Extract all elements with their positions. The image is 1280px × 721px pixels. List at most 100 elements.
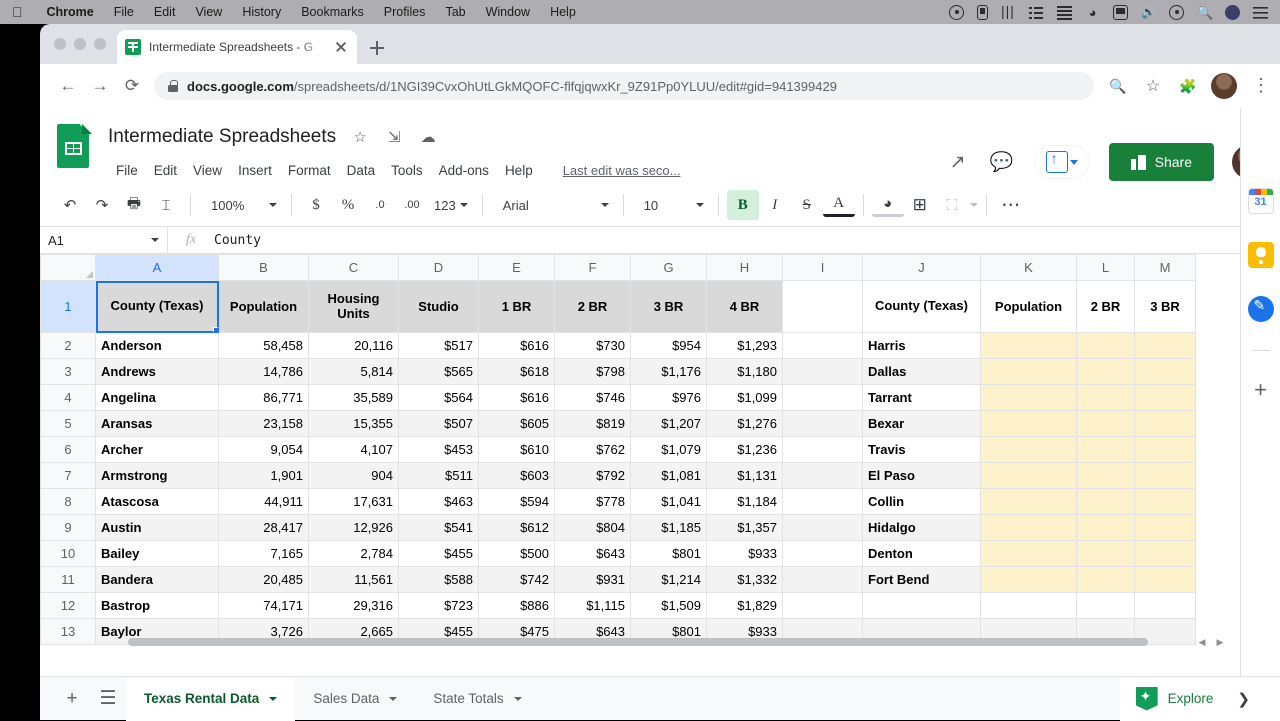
chevron-down-icon[interactable] <box>514 697 522 701</box>
cell-A8[interactable]: Atascosa <box>96 489 219 515</box>
cell-A9[interactable]: Austin <box>96 515 219 541</box>
cell-I8[interactable] <box>783 489 863 515</box>
cell-J5[interactable]: Bexar <box>863 411 981 437</box>
cell-F11[interactable]: $931 <box>555 567 631 593</box>
cell-G12[interactable]: $1,509 <box>631 593 707 619</box>
google-keep-icon[interactable] <box>1248 242 1274 268</box>
cell-H2[interactable]: $1,293 <box>707 333 783 359</box>
sheet-tab-state-totals[interactable]: State Totals <box>415 677 539 721</box>
cell-M9[interactable] <box>1135 515 1196 541</box>
cell-C8[interactable]: 17,631 <box>309 489 399 515</box>
chrome-profile-avatar[interactable] <box>1211 73 1237 99</box>
cell-J4[interactable]: Tarrant <box>863 385 981 411</box>
merge-cells-button[interactable]: ⛶ <box>936 190 968 220</box>
more-options-button[interactable]: ⋯ <box>995 190 1027 220</box>
cell-K1[interactable]: Population <box>981 281 1077 333</box>
cell-K5[interactable] <box>981 411 1077 437</box>
record-circle-icon[interactable] <box>949 5 964 20</box>
cell-M1[interactable]: 3 BR <box>1135 281 1196 333</box>
cell-F10[interactable]: $643 <box>555 541 631 567</box>
cell-H6[interactable]: $1,236 <box>707 437 783 463</box>
cell-M6[interactable] <box>1135 437 1196 463</box>
cell-K3[interactable] <box>981 359 1077 385</box>
cell-E7[interactable]: $603 <box>479 463 555 489</box>
cell-B11[interactable]: 20,485 <box>219 567 309 593</box>
cell-K10[interactable] <box>981 541 1077 567</box>
bookmark-star-icon[interactable]: ☆ <box>1137 70 1169 102</box>
spreadsheet-grid[interactable]: A B C D E F G H I J K L M 1 County (Texa… <box>40 254 1280 652</box>
sheets-menu-insert[interactable]: Insert <box>230 160 280 181</box>
row-header-5[interactable]: 5 <box>41 411 96 437</box>
cell-D3[interactable]: $565 <box>399 359 479 385</box>
cell-K8[interactable] <box>981 489 1077 515</box>
cell-G6[interactable]: $1,079 <box>631 437 707 463</box>
cell-E5[interactable]: $605 <box>479 411 555 437</box>
cell-F5[interactable]: $819 <box>555 411 631 437</box>
bold-button[interactable]: B <box>727 190 759 220</box>
cell-D7[interactable]: $511 <box>399 463 479 489</box>
publish-upload-button[interactable] <box>1033 144 1091 180</box>
cell-M7[interactable] <box>1135 463 1196 489</box>
decrease-decimal-button[interactable]: .0 <box>364 190 396 220</box>
cloud-saved-icon[interactable]: ☁ <box>418 127 438 147</box>
chevron-down-icon[interactable] <box>970 203 978 207</box>
cell-G10[interactable]: $801 <box>631 541 707 567</box>
back-icon[interactable]: ← <box>52 70 84 102</box>
forward-icon[interactable]: → <box>84 70 116 102</box>
cell-E12[interactable]: $886 <box>479 593 555 619</box>
add-addon-icon[interactable]: + <box>1254 379 1267 401</box>
cell-M4[interactable] <box>1135 385 1196 411</box>
trending-chart-icon[interactable]: ↗ <box>945 149 971 175</box>
cell-F8[interactable]: $778 <box>555 489 631 515</box>
sheets-menu-addons[interactable]: Add-ons <box>431 160 497 181</box>
cell-E8[interactable]: $594 <box>479 489 555 515</box>
cell-H3[interactable]: $1,180 <box>707 359 783 385</box>
cell-G9[interactable]: $1,185 <box>631 515 707 541</box>
comment-icon[interactable]: 💬 <box>989 149 1015 175</box>
cell-G8[interactable]: $1,041 <box>631 489 707 515</box>
cell-A6[interactable]: Archer <box>96 437 219 463</box>
cell-L2[interactable] <box>1077 333 1135 359</box>
cell-C1[interactable]: Housing Units <box>309 281 399 333</box>
row-header-6[interactable]: 6 <box>41 437 96 463</box>
cell-E4[interactable]: $616 <box>479 385 555 411</box>
wifi-icon[interactable]: ◕ <box>1085 5 1100 20</box>
cell-E3[interactable]: $618 <box>479 359 555 385</box>
cell-H9[interactable]: $1,357 <box>707 515 783 541</box>
cell-A5[interactable]: Aransas <box>96 411 219 437</box>
scroll-right-arrow-icon[interactable]: ▶ <box>1212 634 1228 650</box>
cell-B8[interactable]: 44,911 <box>219 489 309 515</box>
cell-E10[interactable]: $500 <box>479 541 555 567</box>
cell-I9[interactable] <box>783 515 863 541</box>
paint-format-icon[interactable]: ⌶ <box>150 190 182 220</box>
cell-A2[interactable]: Anderson <box>96 333 219 359</box>
cell-C12[interactable]: 29,316 <box>309 593 399 619</box>
page-title[interactable]: Intermediate Spreadsheets <box>108 126 336 148</box>
sheets-menu-view[interactable]: View <box>185 160 230 181</box>
cell-J10[interactable]: Denton <box>863 541 981 567</box>
cell-F9[interactable]: $804 <box>555 515 631 541</box>
cell-H11[interactable]: $1,332 <box>707 567 783 593</box>
column-header-K[interactable]: K <box>981 255 1077 281</box>
search-icon[interactable]: 🔍 <box>1197 5 1212 20</box>
sheets-menu-format[interactable]: Format <box>280 160 339 181</box>
column-header-B[interactable]: B <box>219 255 309 281</box>
cell-K11[interactable] <box>981 567 1077 593</box>
cell-D10[interactable]: $455 <box>399 541 479 567</box>
cell-A11[interactable]: Bandera <box>96 567 219 593</box>
new-tab-button[interactable] <box>365 36 389 60</box>
cell-D12[interactable]: $723 <box>399 593 479 619</box>
name-box[interactable]: A1 <box>40 227 168 253</box>
menu-history[interactable]: History <box>232 5 291 19</box>
cell-I11[interactable] <box>783 567 863 593</box>
cell-B4[interactable]: 86,771 <box>219 385 309 411</box>
zoom-icon[interactable]: 🔍 <box>1102 70 1134 102</box>
battery-icon[interactable] <box>977 5 988 20</box>
cell-G11[interactable]: $1,214 <box>631 567 707 593</box>
horizontal-scrollbar[interactable] <box>128 636 1184 648</box>
cell-J6[interactable]: Travis <box>863 437 981 463</box>
cell-K12[interactable] <box>981 593 1077 619</box>
more-formats-dropdown[interactable]: 123 <box>428 191 474 219</box>
cell-I6[interactable] <box>783 437 863 463</box>
sheets-menu-tools[interactable]: Tools <box>383 160 431 181</box>
